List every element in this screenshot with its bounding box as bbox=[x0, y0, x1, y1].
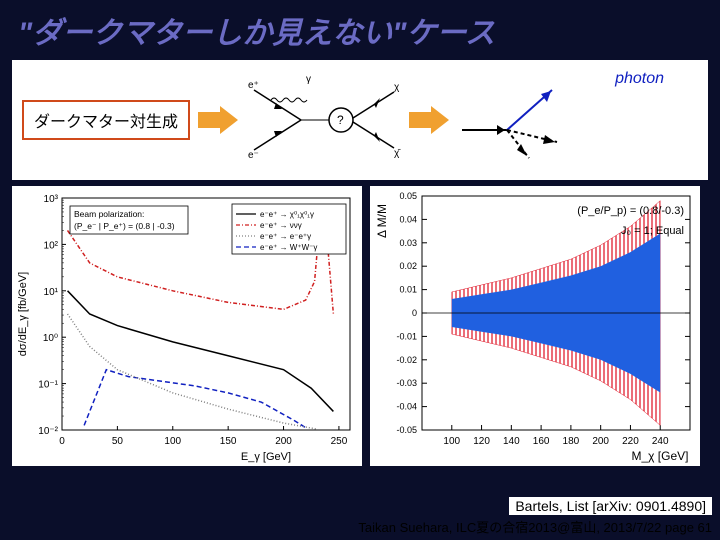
svg-text:M_χ [GeV]: M_χ [GeV] bbox=[632, 449, 689, 463]
svg-text:150: 150 bbox=[220, 436, 237, 447]
svg-text:0.04: 0.04 bbox=[399, 214, 417, 224]
svg-text:10¹: 10¹ bbox=[44, 287, 59, 298]
svg-text:e⁺: e⁺ bbox=[248, 80, 259, 91]
svg-text:-0.02: -0.02 bbox=[396, 355, 417, 365]
citation: Bartels, List [arXiv: 0901.4890] bbox=[509, 497, 712, 515]
top-panel: ダークマター対生成 γ ? e⁺ e⁻ χ χ̄ bbox=[12, 60, 708, 180]
charts-row: 0 50 100 150 200 250 10⁻² 10⁻¹ 10⁰ 10¹ 10² 10³ E_γ [… bbox=[12, 186, 708, 466]
svg-text:120: 120 bbox=[473, 436, 490, 447]
svg-text:10⁻¹: 10⁻¹ bbox=[38, 380, 58, 391]
svg-text:Δ M/M: Δ M/M bbox=[375, 204, 389, 238]
dm-pair-production-label: ダークマター対生成 bbox=[22, 100, 190, 140]
svg-text:0: 0 bbox=[412, 308, 417, 318]
svg-text:250: 250 bbox=[331, 436, 348, 447]
svg-text:J₀ = 1; Equal: J₀ = 1; Equal bbox=[621, 225, 684, 237]
svg-text:0.01: 0.01 bbox=[399, 285, 417, 295]
svg-text:10³: 10³ bbox=[44, 194, 59, 205]
svg-text:240: 240 bbox=[652, 436, 669, 447]
svg-text:e⁻: e⁻ bbox=[248, 150, 259, 161]
svg-text:e⁻e⁺ → ννγ: e⁻e⁺ → ννγ bbox=[260, 221, 302, 230]
svg-text:50: 50 bbox=[112, 436, 124, 447]
svg-text:0: 0 bbox=[59, 436, 65, 447]
svg-text:160: 160 bbox=[533, 436, 550, 447]
arrow-icon bbox=[409, 106, 449, 134]
svg-text:E_γ [GeV]: E_γ [GeV] bbox=[241, 451, 291, 463]
svg-text:χ̄: χ̄ bbox=[394, 148, 401, 159]
svg-text:200: 200 bbox=[275, 436, 292, 447]
svg-text:100: 100 bbox=[443, 436, 460, 447]
feynman-diagram-2 bbox=[457, 70, 577, 170]
svg-text:140: 140 bbox=[503, 436, 520, 447]
svg-text:180: 180 bbox=[563, 436, 580, 447]
mass-resolution-chart: 100 120 140 160 180 200 220 240 -0.05 -0.04 -0.03 -… bbox=[370, 186, 700, 466]
slide-title: "ダークマターしか見えない"ケース bbox=[0, 0, 720, 56]
svg-text:10⁰: 10⁰ bbox=[43, 333, 58, 344]
footer: Bartels, List [arXiv: 0901.4890] Taikan … bbox=[358, 497, 712, 536]
cross-section-chart: 0 50 100 150 200 250 10⁻² 10⁻¹ 10⁰ 10¹ 10² 10³ E_γ [… bbox=[12, 186, 362, 466]
feynman-diagram-1: γ ? e⁺ e⁻ χ χ̄ bbox=[246, 70, 401, 170]
svg-text:-0.04: -0.04 bbox=[396, 402, 417, 412]
svg-text:10⁻²: 10⁻² bbox=[38, 426, 58, 437]
svg-text:e⁻e⁺ → e⁻e⁺γ: e⁻e⁺ → e⁻e⁺γ bbox=[260, 232, 311, 241]
svg-text:220: 220 bbox=[622, 436, 639, 447]
svg-text:0.05: 0.05 bbox=[399, 191, 417, 201]
svg-text:e⁻e⁺ → W⁺W⁻γ: e⁻e⁺ → W⁺W⁻γ bbox=[260, 243, 317, 252]
arrow-icon bbox=[198, 106, 238, 134]
svg-text:(P_e⁻ | P_e⁺) = (0.8 | -0.3): (P_e⁻ | P_e⁺) = (0.8 | -0.3) bbox=[74, 221, 175, 231]
footer-text: Taikan Suehara, ILC夏の合宿2013@富山, 2013/7/2… bbox=[358, 520, 712, 535]
svg-text:χ: χ bbox=[394, 82, 400, 93]
photon-label: photon bbox=[615, 70, 664, 88]
svg-text:(P_e/P_p) = (0.8/-0.3): (P_e/P_p) = (0.8/-0.3) bbox=[577, 205, 684, 217]
svg-text:10²: 10² bbox=[44, 240, 59, 251]
svg-text:Beam polarization:: Beam polarization: bbox=[74, 209, 144, 219]
svg-text:200: 200 bbox=[592, 436, 609, 447]
svg-text:?: ? bbox=[337, 113, 344, 127]
svg-text:e⁻e⁺ → χ⁰₁χ⁰₁γ: e⁻e⁺ → χ⁰₁χ⁰₁γ bbox=[260, 210, 314, 219]
svg-text:-0.01: -0.01 bbox=[396, 331, 417, 341]
svg-text:dσ/dE_γ [fb/GeV]: dσ/dE_γ [fb/GeV] bbox=[17, 272, 29, 356]
svg-text:-0.03: -0.03 bbox=[396, 378, 417, 388]
svg-text:100: 100 bbox=[164, 436, 181, 447]
svg-text:0.02: 0.02 bbox=[399, 261, 417, 271]
svg-text:γ: γ bbox=[306, 74, 311, 85]
svg-text:0.03: 0.03 bbox=[399, 238, 417, 248]
svg-text:-0.05: -0.05 bbox=[396, 425, 417, 435]
